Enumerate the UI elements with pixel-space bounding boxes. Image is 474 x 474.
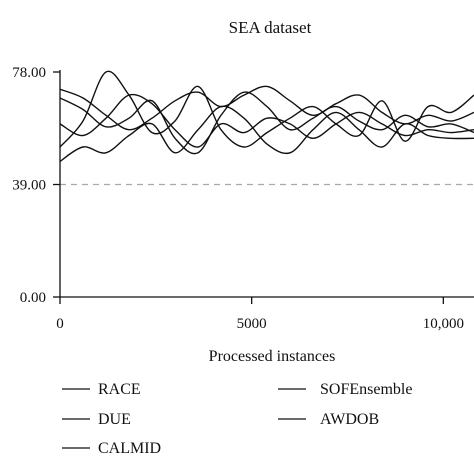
legend-label-awdob: AWDOB [320,411,379,428]
y-tick-label: 78.00 [12,65,46,81]
chart-title: SEA dataset [229,18,312,37]
series-line-awdob [60,105,474,162]
series-line-sofensemble [60,70,474,148]
y-tick-label: 39.00 [12,178,46,194]
series-lines [60,70,474,162]
y-axis-ticks: 0.00 39.00 78.00 [12,65,60,306]
series-line-due [60,93,474,148]
legend-label-race: RACE [98,381,141,398]
series-line-calmid [60,91,474,155]
x-tick-label: 5000 [237,316,267,332]
y-tick-label: 0.00 [20,290,46,306]
series-line-race [60,85,474,131]
x-axis-ticks: 0 5000 10,000 [56,297,464,332]
x-tick-label: 10,000 [423,316,464,332]
legend-label-sofensemble: SOFEnsemble [320,381,412,398]
x-axis-label: Processed instances [209,348,336,365]
legend: RACE DUE CALMID SOFEnsemble AWDOB [62,381,412,457]
legend-label-due: DUE [98,411,131,428]
legend-label-calmid: CALMID [98,440,161,457]
x-tick-label: 0 [56,316,64,332]
